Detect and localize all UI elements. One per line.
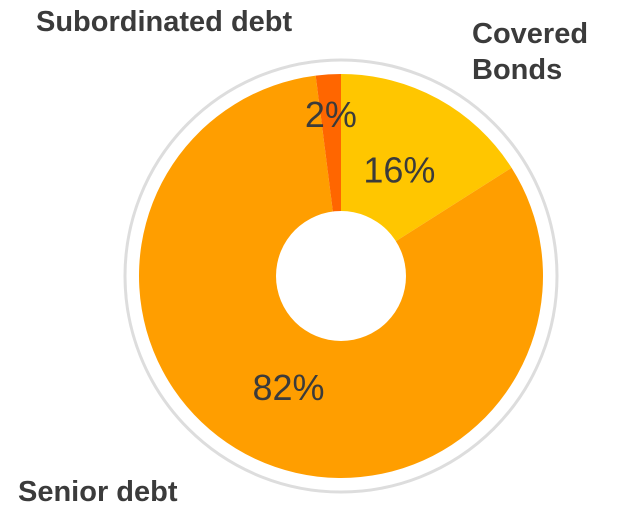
slice-label-subordinated-debt: Subordinated debt [36, 4, 292, 40]
slice-label-covered-bonds: Covered Bonds [472, 16, 588, 88]
slice-label-senior-debt: Senior debt [18, 474, 178, 510]
slice-label-line: Bonds [472, 54, 563, 86]
pie-slice-covered-bonds [341, 74, 512, 276]
slice-label-line: Subordinated debt [36, 6, 293, 38]
slice-value-label: 2% [305, 94, 357, 135]
slice-label-line: Covered [472, 18, 589, 50]
slice-value-label: 82% [253, 367, 325, 408]
slice-label-line: Senior debt [18, 476, 178, 508]
donut-hole [276, 211, 406, 341]
slice-value-label: 16% [363, 149, 435, 190]
